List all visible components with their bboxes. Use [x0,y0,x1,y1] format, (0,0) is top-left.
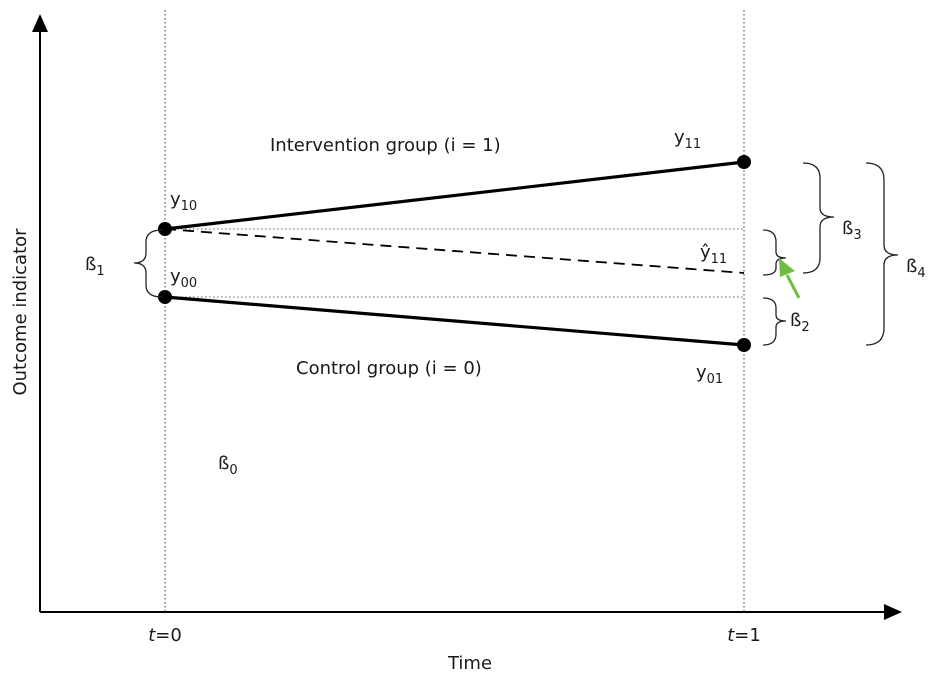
brace-b4 [865,162,899,346]
label-b2: ß2 [790,310,810,335]
brace-b3 [802,162,835,274]
label-b1: ß1 [85,254,105,279]
label-b0: ß0 [218,453,238,478]
label-y10: y10 [170,189,197,214]
counterfactual-line [164,228,745,274]
label-yhat11: ŷ11 [700,242,727,267]
intervention-line [164,160,745,231]
y-axis-arrowhead [32,14,48,32]
control-line [164,295,745,347]
point-y10 [158,222,172,236]
control-group-label: Control group (i = 0) [296,358,482,379]
x-axis-arrowhead [884,604,902,620]
label-y00: y00 [170,266,197,291]
brace-b2 [762,297,787,346]
tick-label-t0: t=0 [148,625,182,646]
intervention-group-label: Intervention group (i = 1) [270,135,501,156]
point-y11 [737,155,751,169]
green-arrow-icon [779,258,801,299]
label-b3: ß3 [842,218,862,243]
x-axis-label: Time [447,653,492,674]
y-axis-label: Outcome indicator [10,228,31,396]
brace-b1 [133,229,163,298]
axes [32,14,902,620]
tick-label-t1: t=1 [727,625,761,646]
point-y01 [737,338,751,352]
label-b4: ß4 [906,256,926,281]
label-y01: y01 [696,362,723,387]
label-y11: y11 [674,127,701,152]
point-y00 [158,290,172,304]
brace-yhat [762,229,787,276]
